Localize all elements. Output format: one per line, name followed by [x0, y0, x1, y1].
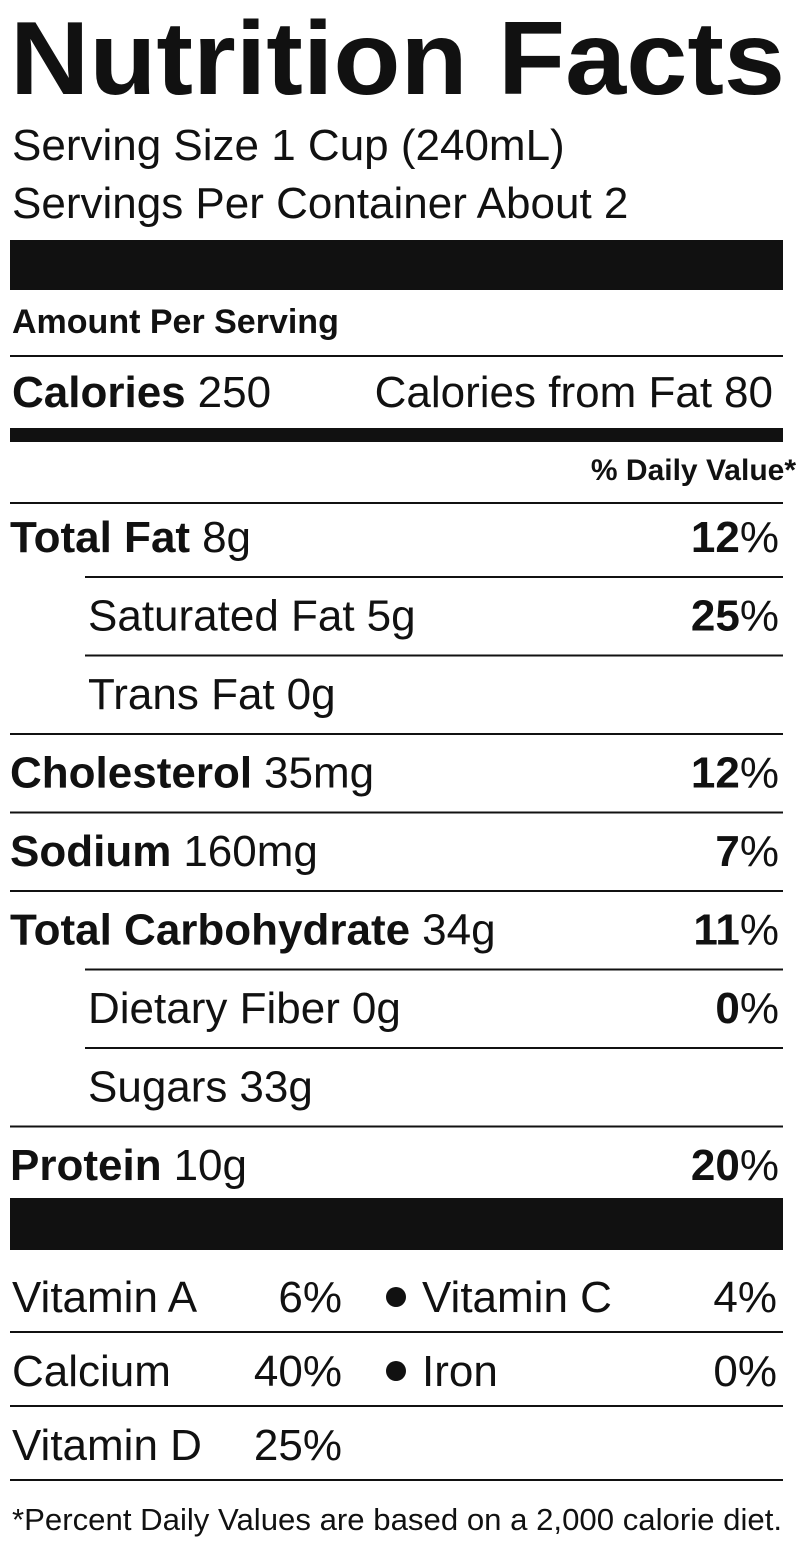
vitamin-value: 25%: [254, 1421, 342, 1470]
title: Nutrition Facts: [10, 1, 785, 117]
servings-per-container: Servings Per Container About 2: [12, 179, 628, 228]
footnote: *Percent Daily Values are based on a 2,0…: [12, 1502, 782, 1537]
vitamin-name: Iron: [422, 1347, 498, 1396]
nutrient-name: Sodium: [10, 827, 171, 876]
nutrient-row: Total Carbohydrate 34g: [10, 906, 496, 955]
daily-value: 25%: [691, 592, 779, 641]
daily-value: 20%: [691, 1141, 779, 1190]
calories-fat-label: Calories from Fat: [375, 368, 712, 417]
vitamin-value: 4%: [713, 1273, 777, 1322]
nutrient-name: Saturated Fat: [88, 592, 355, 641]
calories-row: Calories 250: [12, 368, 271, 417]
daily-value: 0%: [715, 984, 779, 1033]
nutrient-amount: 33g: [239, 1063, 312, 1112]
nutrient-row: Total Fat 8g: [10, 513, 251, 562]
bullet: [386, 1361, 406, 1381]
rule: [85, 968, 783, 971]
nutrient-amount: 10g: [174, 1141, 247, 1190]
calories-value: 250: [198, 368, 271, 417]
nutrient-name: Cholesterol: [10, 749, 252, 798]
calories-fat-value: 80: [724, 368, 773, 417]
daily-value: 12%: [691, 749, 779, 798]
rule: [10, 733, 783, 735]
rule: [10, 1405, 783, 1407]
rule: [85, 576, 783, 578]
daily-value: 11%: [693, 906, 779, 955]
nutrient-row: Saturated Fat 5g: [88, 592, 416, 641]
nutrient-row: Trans Fat 0g: [88, 670, 336, 719]
nutrient-row: Protein 10g: [10, 1141, 247, 1190]
serving-size: Serving Size 1 Cup (240mL): [12, 121, 565, 170]
nutrient-name: Total Carbohydrate: [10, 906, 410, 955]
nutrient-amount: 0g: [352, 984, 401, 1033]
vitamin-value: 6%: [278, 1273, 342, 1322]
nutrient-row: Cholesterol 35mg: [10, 749, 374, 798]
calories-fat-row: Calories from Fat 80: [375, 368, 773, 417]
daily-value-header: % Daily Value*: [591, 454, 796, 487]
nutrient-name: Dietary Fiber: [88, 984, 340, 1033]
nutrient-row: Sodium 160mg: [10, 827, 318, 876]
nutrient-amount: 8g: [202, 513, 251, 562]
nutrient-amount: 0g: [287, 670, 336, 719]
vitamin-name: Vitamin A: [12, 1273, 198, 1322]
medium-bar: [10, 428, 783, 442]
nutrient-row: Dietary Fiber 0g: [88, 984, 401, 1033]
rule: [10, 355, 783, 357]
nutrient-amount: 34g: [422, 906, 495, 955]
rule: [10, 811, 783, 814]
daily-value: 12%: [691, 513, 779, 562]
nutrient-row: Sugars 33g: [88, 1063, 313, 1112]
rule: [85, 654, 783, 657]
nutrient-amount: 35mg: [264, 749, 374, 798]
vitamin-name: Vitamin C: [422, 1273, 612, 1322]
rule: [10, 1331, 783, 1333]
rule: [10, 1479, 783, 1481]
nutrient-amount: 5g: [367, 592, 416, 641]
nutrient-name: Total Fat: [10, 513, 190, 562]
thick-bar: [10, 1198, 783, 1250]
nutrient-name: Trans Fat: [88, 670, 275, 719]
vitamin-name: Calcium: [12, 1347, 171, 1396]
thick-bar: [10, 240, 783, 290]
rule: [10, 1125, 783, 1128]
vitamin-name: Vitamin D: [12, 1421, 202, 1470]
nutrient-name: Sugars: [88, 1063, 227, 1112]
rule: [85, 1047, 783, 1049]
rule: [10, 890, 783, 892]
vitamin-value: 40%: [254, 1347, 342, 1396]
amount-per-serving: Amount Per Serving: [12, 303, 339, 341]
bullet: [386, 1287, 406, 1307]
calories-label: Calories: [12, 368, 186, 417]
rule: [10, 502, 783, 504]
nutrient-amount: 160mg: [183, 827, 318, 876]
daily-value: 7%: [715, 827, 779, 876]
nutrient-name: Protein: [10, 1141, 162, 1190]
vitamin-value: 0%: [713, 1347, 777, 1396]
